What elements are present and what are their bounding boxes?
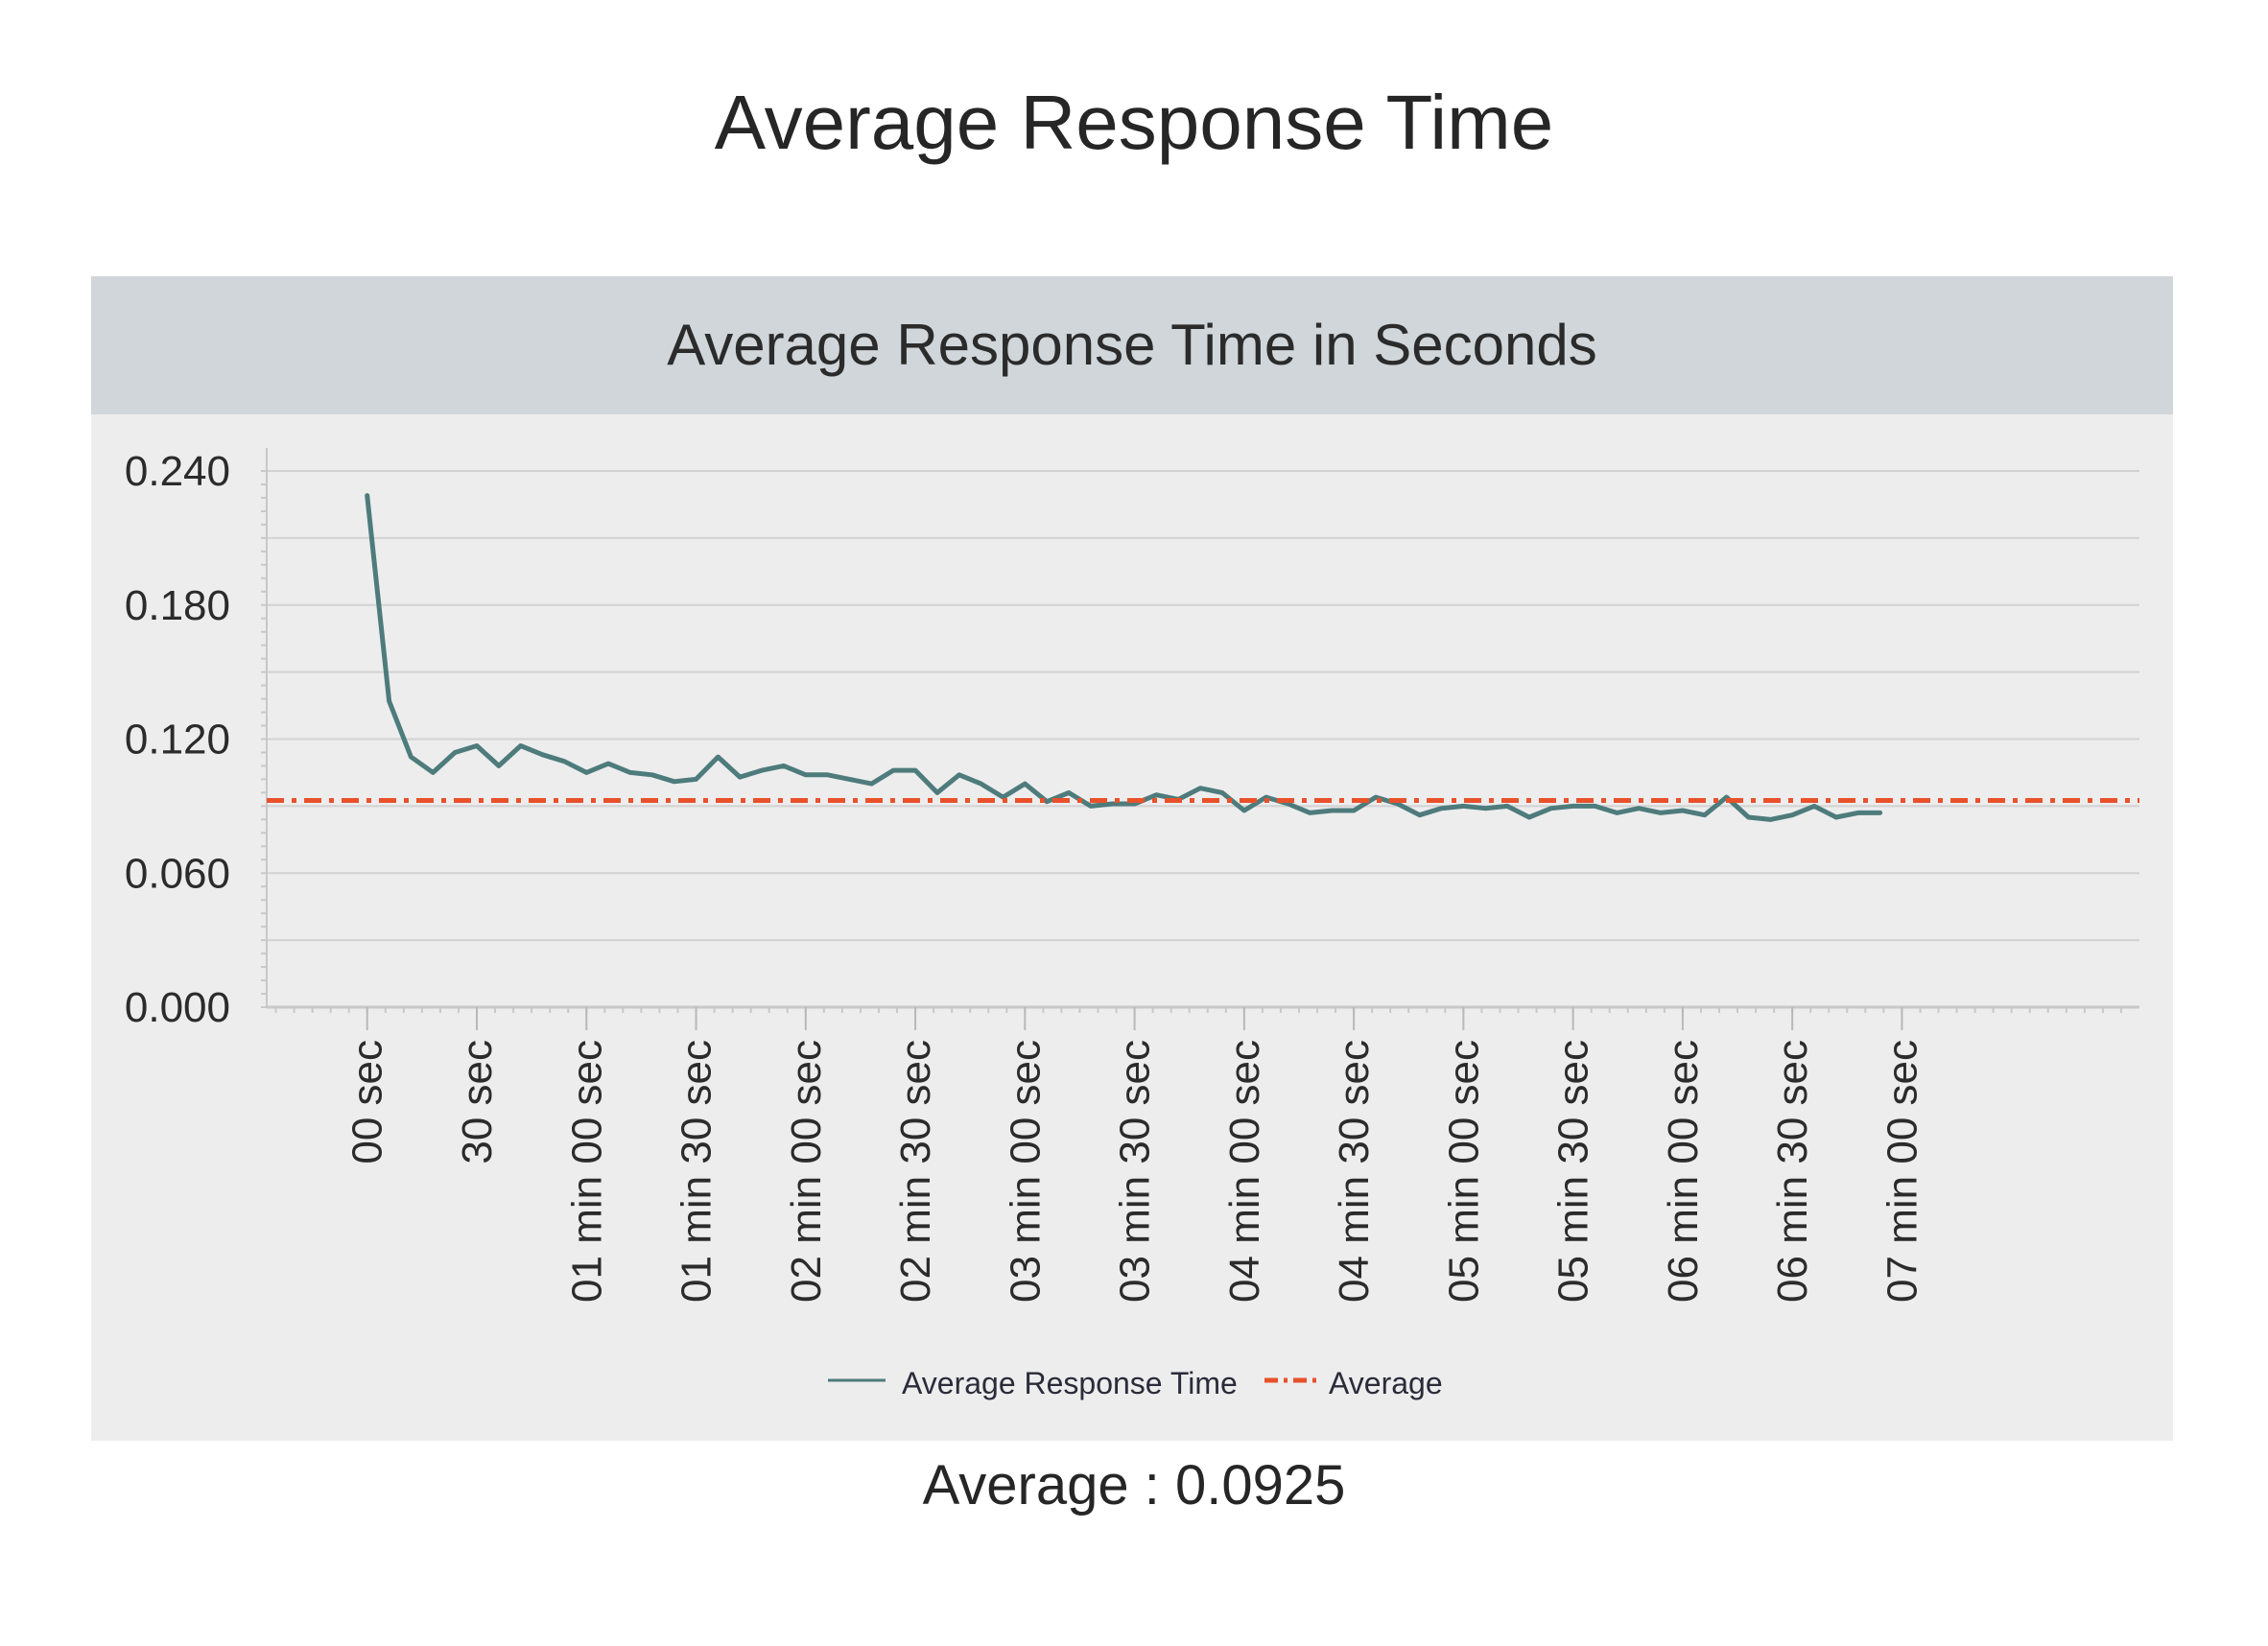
x-tick-label: 02 min 30 sec	[892, 1040, 939, 1303]
x-tick-label: 03 min 00 sec	[1002, 1040, 1049, 1303]
x-tick-label: 06 min 30 sec	[1769, 1040, 1816, 1303]
x-tick-label: 04 min 30 sec	[1331, 1040, 1378, 1303]
chart-header: Average Response Time in Seconds	[91, 276, 2173, 414]
chart-title: Average Response Time in Seconds	[667, 313, 1597, 377]
y-tick-label: 0.000	[125, 984, 230, 1031]
legend-label-average-response-time: Average Response Time	[902, 1366, 1238, 1400]
average-summary-label: Average	[922, 1454, 1129, 1517]
line-chart: 0.000 0.060 0.120 0.180 0.240 00 sec 30 sec 01 …	[125, 448, 2139, 1400]
x-tick-label: 03 min 30 sec	[1112, 1040, 1159, 1303]
x-tick-label: 00 sec	[344, 1040, 391, 1164]
y-tick-label: 0.060	[125, 850, 230, 897]
x-tick-label: 01 min 30 sec	[673, 1040, 721, 1303]
series-line-average-response-time	[365, 493, 1883, 822]
average-summary-value: 0.0925	[1174, 1454, 1346, 1517]
x-tick-label: 30 sec	[454, 1040, 501, 1164]
legend-label-average: Average	[1329, 1366, 1443, 1400]
y-tick-label: 0.120	[125, 717, 230, 764]
average-summary-separator: :	[1128, 1454, 1175, 1517]
x-tick-label: 07 min 00 sec	[1878, 1040, 1925, 1303]
y-tick-label: 0.180	[125, 582, 230, 629]
x-tick-label: 06 min 00 sec	[1660, 1040, 1707, 1303]
y-tick-label: 0.240	[125, 448, 230, 495]
chart-panel: Average Response Time in Seconds 0.000 0.…	[91, 276, 2173, 1441]
x-tick-label: 01 min 00 sec	[563, 1040, 610, 1303]
x-tick-label: 02 min 00 sec	[783, 1040, 830, 1303]
x-tick-label: 05 min 00 sec	[1440, 1040, 1487, 1303]
page-title: Average Response Time	[714, 80, 1554, 165]
average-summary: Average : 0.0925	[0, 1458, 2268, 1514]
x-tick-label: 04 min 00 sec	[1221, 1040, 1268, 1303]
x-tick-label: 05 min 30 sec	[1550, 1040, 1597, 1303]
